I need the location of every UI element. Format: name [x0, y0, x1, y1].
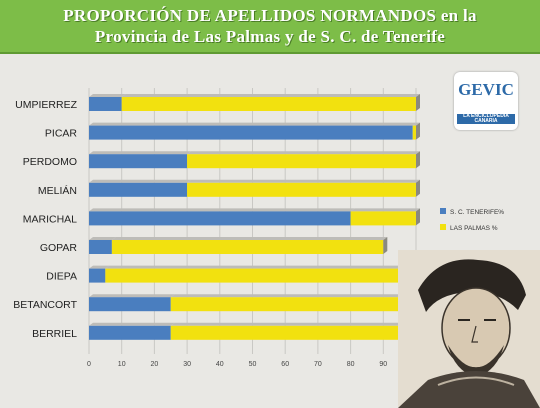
bar-depth [170, 322, 420, 326]
bar-segment [111, 240, 384, 254]
logo-text: GEVIC [458, 80, 514, 99]
bar-segment [187, 154, 416, 169]
bar-segment [121, 97, 416, 111]
category-label: BERRIEL [32, 328, 77, 340]
bar-segment [89, 240, 112, 254]
bar-depth [111, 237, 388, 240]
category-label: PERDOMO [23, 156, 77, 168]
bar-segment [350, 211, 416, 226]
x-tick-label: 90 [379, 361, 387, 368]
x-tick-label: 10 [118, 361, 126, 368]
bar-segment [89, 97, 122, 111]
x-tick-label: 40 [216, 361, 224, 368]
category-label: MARICHAL [23, 213, 77, 225]
category-label: DIEPA [46, 271, 77, 283]
bar-segment [105, 268, 416, 283]
category-label: GOPAR [40, 242, 78, 254]
stacked-bar-chart: UMPIERREZ PICAR PERDOMO MELIÁN MARICHAL GOPAR… [13, 88, 504, 368]
bar-depth [350, 208, 420, 212]
x-tick-label: 60 [281, 361, 289, 368]
bar-depth [170, 294, 420, 298]
bar-segment [187, 182, 416, 197]
bar-segment [170, 325, 416, 340]
title-line-2: Provincia de Las Palmas y de S. C. de Te… [94, 27, 446, 46]
bar-depth [187, 179, 420, 183]
bar-depth [89, 94, 126, 97]
bar-depth [89, 294, 175, 298]
category-label: MELIÁN [38, 184, 77, 197]
bar-segment [89, 211, 351, 226]
x-tick-label: 0 [87, 361, 91, 368]
bar-segment [89, 325, 171, 340]
bar-depth [89, 265, 110, 269]
bar-segment [89, 268, 106, 283]
title-banner: PROPORCIÓN DE APELLIDOS NORMANDOS en la … [0, 0, 540, 54]
portrait-engraving [398, 250, 540, 408]
bar-depth [89, 179, 192, 183]
bar-depth [89, 208, 355, 212]
bar-depth [105, 265, 420, 269]
bar-segment [89, 297, 171, 312]
bar-depth [187, 151, 420, 155]
bar-segment [89, 125, 413, 140]
x-tick-label: 80 [347, 361, 355, 368]
x-tick-label: 50 [249, 361, 257, 368]
bar-depth [89, 237, 116, 240]
bar-end [416, 179, 420, 197]
legend-label: LAS PALMAS % [450, 225, 498, 232]
bar-depth [89, 322, 175, 326]
legend-swatch [440, 208, 446, 214]
bar-segment [170, 297, 416, 312]
x-tick-label: 20 [151, 361, 159, 368]
category-label: PICAR [45, 128, 78, 140]
x-tick-label: 70 [314, 361, 322, 368]
bar-segment [89, 182, 188, 197]
gevic-logo: GEVIC LA ENCICLOPEDIA CANARIA [454, 72, 518, 130]
title-line-1: PROPORCIÓN DE APELLIDOS NORMANDOS en la [63, 6, 477, 25]
bar-segment [89, 154, 188, 169]
bar-end [416, 122, 420, 140]
bar-end [416, 94, 420, 111]
bar-end [416, 151, 420, 169]
bar-segment [412, 125, 416, 140]
bar-end [416, 208, 420, 226]
category-label: UMPIERREZ [15, 99, 77, 111]
bar-depth [89, 151, 192, 155]
category-label: BETANCORT [13, 299, 77, 311]
bar-end [383, 237, 388, 254]
bar-depth [121, 94, 420, 97]
bar-depth [89, 122, 417, 126]
bar-depth [412, 122, 420, 126]
x-tick-label: 30 [183, 361, 191, 368]
legend-swatch [440, 224, 446, 230]
legend-label: S. C. TENERIFE% [450, 209, 504, 216]
logo-subtitle: LA ENCICLOPEDIA CANARIA [457, 114, 515, 124]
